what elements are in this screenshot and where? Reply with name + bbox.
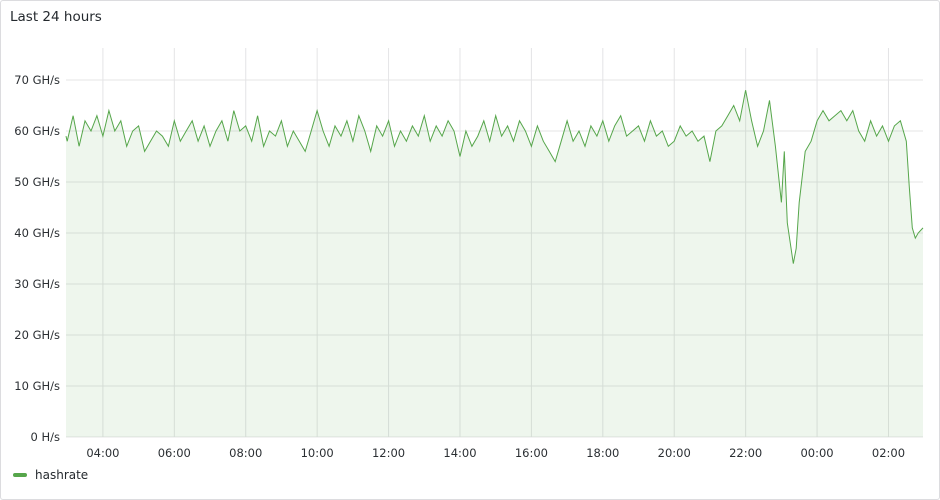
y-tick-label: 20 GH/s <box>14 328 60 342</box>
y-axis: 0 H/s 10 GH/s 20 GH/s 30 GH/s 40 GH/s 50 GH/s… <box>14 73 60 444</box>
x-tick-label: 12:00 <box>372 446 405 460</box>
legend: hashrate <box>13 468 88 482</box>
x-tick-label: 10:00 <box>301 446 334 460</box>
x-tick-label: 04:00 <box>86 446 119 460</box>
panel-title[interactable]: Last 24 hours <box>10 9 102 25</box>
x-tick-label: 14:00 <box>443 446 476 460</box>
y-tick-label: 30 GH/s <box>14 277 60 291</box>
legend-swatch-icon <box>13 473 27 477</box>
y-tick-label: 70 GH/s <box>14 73 60 87</box>
x-tick-label: 08:00 <box>229 446 262 460</box>
x-tick-label: 00:00 <box>800 446 833 460</box>
grid <box>66 48 923 438</box>
x-axis: 04:00 06:00 08:00 10:00 12:00 14:00 16:00 18:00… <box>86 446 905 460</box>
hashrate-line[interactable] <box>65 90 924 264</box>
x-tick-label: 02:00 <box>872 446 905 460</box>
y-tick-label: 40 GH/s <box>14 226 60 240</box>
legend-item-hashrate[interactable]: hashrate <box>35 468 89 482</box>
x-tick-label: 22:00 <box>729 446 762 460</box>
x-tick-label: 20:00 <box>658 446 691 460</box>
x-tick-label: 06:00 <box>158 446 191 460</box>
y-tick-label: 10 GH/s <box>14 379 60 393</box>
x-tick-label: 16:00 <box>515 446 548 460</box>
y-tick-label: 0 H/s <box>31 430 61 444</box>
x-tick-label: 18:00 <box>586 446 619 460</box>
y-tick-label: 60 GH/s <box>14 124 60 138</box>
y-tick-label: 50 GH/s <box>14 175 60 189</box>
hashrate-area <box>66 90 923 437</box>
